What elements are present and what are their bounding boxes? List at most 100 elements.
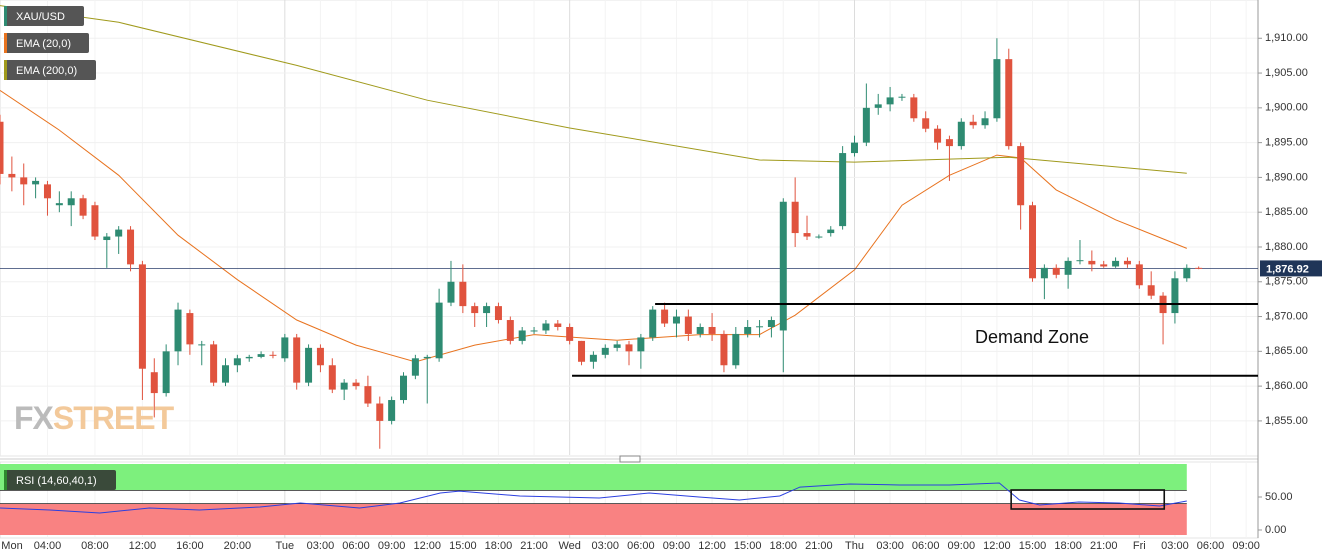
candle-body: [993, 59, 1001, 119]
candle-body: [162, 351, 170, 394]
x-tick-label: 09:00: [378, 540, 406, 552]
candle-body: [649, 309, 657, 338]
candle-body: [672, 316, 680, 324]
candle-body: [435, 302, 443, 359]
x-tick-label: 09:00: [948, 540, 976, 552]
candle-body: [352, 382, 360, 387]
y-tick-label: 1,885.00: [1265, 206, 1308, 218]
candle-body: [589, 354, 597, 362]
candle-body: [79, 198, 87, 216]
candle-body: [1147, 285, 1155, 296]
candle-body: [779, 201, 787, 331]
candle-body: [1183, 267, 1191, 279]
candle-body: [459, 281, 467, 307]
divider-handle[interactable]: [619, 455, 641, 463]
legend-box: [4, 60, 96, 80]
x-tick-label: Mon: [1, 540, 22, 552]
candle-body: [305, 347, 313, 383]
x-tick-label: 20:00: [224, 540, 252, 552]
candle-body: [613, 344, 621, 348]
rsi-box: [1010, 489, 1166, 510]
candle-body: [245, 356, 253, 359]
candle-body: [1112, 260, 1120, 267]
x-tick-label: 21:00: [805, 540, 833, 552]
x-tick-label: 09:00: [1232, 540, 1260, 552]
x-tick-label: 08:00: [81, 540, 109, 552]
x-tick-label: 06:00: [912, 540, 940, 552]
candle-body: [886, 97, 894, 105]
candle-body: [791, 201, 799, 234]
candle-body: [186, 313, 194, 345]
x-tick-label: 03:00: [307, 540, 335, 552]
y-tick-label: 1,880.00: [1265, 241, 1308, 253]
candle-body: [601, 347, 609, 355]
candle-body: [684, 316, 692, 334]
candle-body: [1123, 260, 1131, 265]
legend-box: [4, 470, 116, 490]
candle-body: [376, 403, 384, 421]
candle-body: [578, 340, 586, 362]
y-tick-label: 1,890.00: [1265, 171, 1308, 183]
candle-body: [767, 320, 775, 327]
x-tick-label: 18:00: [485, 540, 513, 552]
x-tick-label: Fri: [1133, 540, 1146, 552]
candle-body: [411, 358, 419, 376]
candle-body: [471, 306, 479, 314]
candle-body: [1195, 267, 1203, 269]
y-tick-label: 1,895.00: [1265, 137, 1308, 149]
legend-swatch: [4, 6, 7, 26]
legend-swatch: [4, 33, 7, 53]
candle-body: [934, 128, 942, 143]
candle-body: [400, 375, 408, 401]
x-tick-label: 18:00: [1054, 540, 1082, 552]
last-price-label: 1,876.92: [1266, 263, 1309, 275]
candle-body: [1064, 260, 1072, 275]
candle-body: [542, 323, 550, 331]
x-tick-label: 12:00: [983, 540, 1011, 552]
candle-body: [637, 337, 645, 352]
candle-body: [1100, 264, 1108, 267]
x-tick-label: Thu: [845, 540, 864, 552]
x-tick-label: 15:00: [1019, 540, 1047, 552]
candle-body: [8, 173, 16, 178]
legend-label: EMA (20,0): [16, 38, 71, 50]
candle-body: [293, 337, 301, 383]
candle-body: [1040, 267, 1048, 279]
candle-body: [957, 121, 965, 147]
candle-body: [1005, 59, 1013, 147]
y-tick-label: 1,910.00: [1265, 32, 1308, 44]
candle-body: [744, 326, 752, 334]
candle-body: [32, 180, 40, 185]
candle-body: [340, 382, 348, 390]
candle-body: [850, 142, 858, 154]
candle-body: [269, 354, 277, 356]
x-tick-label: 03:00: [1161, 540, 1189, 552]
legend-swatch: [4, 470, 7, 490]
candle-body: [55, 203, 63, 206]
candle-body: [364, 386, 372, 404]
x-tick-label: 06:00: [1197, 540, 1225, 552]
legend-swatch: [4, 60, 7, 80]
y-tick-label: 1,855.00: [1265, 415, 1308, 427]
candle-body: [708, 326, 716, 334]
candle-body: [910, 97, 918, 119]
oversold-zone: [0, 503, 1187, 535]
candle-body: [862, 107, 870, 143]
x-tick-label: 21:00: [1090, 540, 1118, 552]
candle-body: [1088, 260, 1096, 265]
candle-body: [316, 347, 324, 366]
x-tick-label: 06:00: [342, 540, 370, 552]
x-tick-label: Tue: [276, 540, 295, 552]
rsi-tick-label: 0.00: [1265, 524, 1286, 536]
candle-body: [388, 400, 396, 421]
y-tick-label: 1,900.00: [1265, 102, 1308, 114]
candle-body: [1029, 205, 1037, 279]
y-tick-label: 1,875.00: [1265, 276, 1308, 288]
x-tick-label: 09:00: [663, 540, 691, 552]
x-tick-label: 12:00: [698, 540, 726, 552]
legend-label: XAU/USD: [16, 11, 65, 23]
x-tick-label: 04:00: [34, 540, 62, 552]
candle-body: [732, 333, 740, 366]
y-tick-label: 1,860.00: [1265, 380, 1308, 392]
